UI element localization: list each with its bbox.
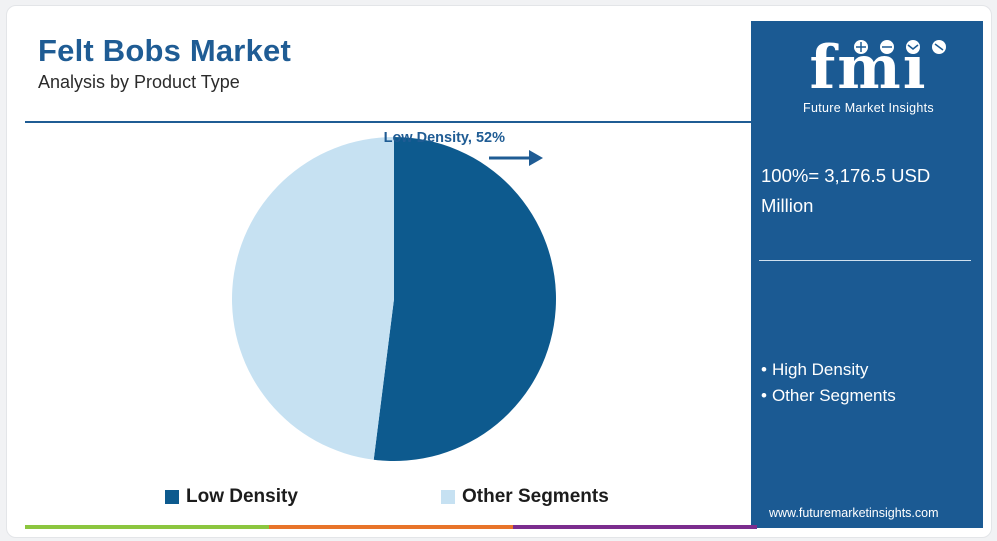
pie-chart — [231, 137, 556, 462]
arrow-right-icon — [489, 150, 543, 166]
list-item: • Other Segments — [761, 383, 976, 409]
globe-icons — [854, 40, 946, 54]
chart-subtitle: Analysis by Product Type — [38, 72, 240, 92]
bullet: • — [761, 386, 767, 405]
list-item: • High Density — [761, 357, 976, 383]
bottom-bar-segment — [25, 525, 269, 529]
pie-slice-low-density — [373, 137, 556, 462]
fmi-logo: fmi Future Market Insights — [781, 37, 956, 117]
side-panel: fmi Future Market Insights 100%= 3,176.5… — [751, 21, 983, 528]
other-segments-list: • High Density • Other Segments — [761, 357, 976, 409]
bullet: • — [761, 360, 767, 379]
segment-label: High Density — [771, 360, 869, 379]
legend: Low Density Other Segments — [7, 486, 757, 516]
market-total: 100%= 3,176.5 USD Million — [761, 165, 931, 216]
legend-item-other-segments: Other Segments — [441, 486, 609, 508]
bottom-bar-segment — [269, 525, 513, 529]
title-divider — [25, 121, 757, 123]
infographic-card: Felt Bobs Market Analysis by Product Typ… — [6, 5, 992, 538]
side-divider — [759, 260, 971, 261]
legend-swatch-low-density — [165, 490, 179, 504]
legend-item-low-density: Low Density — [165, 486, 298, 508]
pie-slice-other-segments — [231, 137, 394, 460]
legend-swatch-other-segments — [441, 490, 455, 504]
legend-label: Other Segments — [462, 486, 609, 507]
logo-tagline: Future Market Insights — [803, 101, 934, 115]
bottom-color-bar — [25, 525, 757, 529]
bottom-bar-segment — [513, 525, 757, 529]
website-link[interactable]: www.futuremarketinsights.com — [769, 506, 939, 520]
legend-label: Low Density — [186, 486, 298, 507]
data-label-low-density: Low Density, 52% — [383, 130, 505, 146]
chart-title: Felt Bobs Market — [38, 33, 291, 68]
segment-label: Other Segments — [771, 386, 896, 405]
pie-chart-area: Low Density, 52% — [7, 6, 757, 537]
